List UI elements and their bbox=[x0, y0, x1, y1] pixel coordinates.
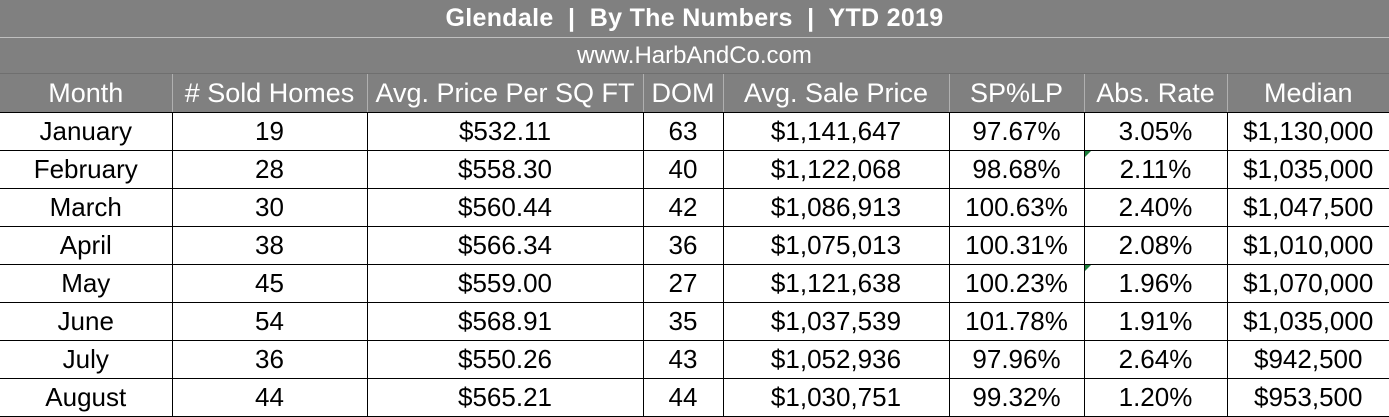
cell-abs-rate[interactable]: 2.11% bbox=[1083, 150, 1228, 189]
cell-sp-lp[interactable]: 98.68% bbox=[948, 150, 1085, 189]
cell-abs-rate[interactable]: 1.20% bbox=[1083, 378, 1228, 417]
cell-sold-homes[interactable]: 54 bbox=[171, 302, 368, 341]
cell-median[interactable]: $1,130,000 bbox=[1226, 112, 1389, 151]
cell-abs-rate[interactable]: 2.64% bbox=[1083, 340, 1228, 379]
cell-abs-rate[interactable]: 2.08% bbox=[1083, 226, 1228, 265]
cell-sp-lp[interactable]: 97.96% bbox=[948, 340, 1085, 379]
cell-price-per-sqft[interactable]: $565.21 bbox=[366, 378, 644, 417]
report-title: Glendale | By The Numbers | YTD 2019 bbox=[0, 0, 1389, 38]
cell-price-per-sqft[interactable]: $560.44 bbox=[366, 188, 644, 227]
cell-abs-rate[interactable]: 2.40% bbox=[1083, 188, 1228, 227]
cell-dom[interactable]: 42 bbox=[642, 188, 724, 227]
cell-median[interactable]: $942,500 bbox=[1226, 340, 1389, 379]
cell-median[interactable]: $1,047,500 bbox=[1226, 188, 1389, 227]
cell-month[interactable]: April bbox=[0, 226, 173, 265]
cell-abs-rate[interactable]: 3.05% bbox=[1083, 112, 1228, 151]
cell-sold-homes[interactable]: 38 bbox=[171, 226, 368, 265]
cell-avg-sale-price[interactable]: $1,121,638 bbox=[722, 264, 950, 303]
column-header-month: Month bbox=[0, 74, 173, 113]
column-header-abs-rate: Abs. Rate bbox=[1083, 74, 1228, 113]
cell-avg-sale-price[interactable]: $1,030,751 bbox=[722, 378, 950, 417]
stats-table: Month # Sold Homes Avg. Price Per SQ FT … bbox=[0, 74, 1389, 417]
cell-sp-lp[interactable]: 97.67% bbox=[948, 112, 1085, 151]
cell-month[interactable]: August bbox=[0, 378, 173, 417]
cell-sp-lp[interactable]: 100.31% bbox=[948, 226, 1085, 265]
column-header-dom: DOM bbox=[642, 74, 724, 113]
column-header-sold-homes: # Sold Homes bbox=[171, 74, 368, 113]
cell-avg-sale-price[interactable]: $1,037,539 bbox=[722, 302, 950, 341]
table-row: January 19 $532.11 63 $1,141,647 97.67% … bbox=[0, 112, 1389, 151]
cell-avg-sale-price[interactable]: $1,075,013 bbox=[722, 226, 950, 265]
cell-price-per-sqft[interactable]: $559.00 bbox=[366, 264, 644, 303]
cell-sold-homes[interactable]: 19 bbox=[171, 112, 368, 151]
cell-dom[interactable]: 35 bbox=[642, 302, 724, 341]
column-header-price-per-sqft: Avg. Price Per SQ FT bbox=[366, 74, 644, 113]
header-row: Month # Sold Homes Avg. Price Per SQ FT … bbox=[0, 74, 1389, 113]
cell-sold-homes[interactable]: 28 bbox=[171, 150, 368, 189]
cell-month[interactable]: July bbox=[0, 340, 173, 379]
cell-price-per-sqft[interactable]: $566.34 bbox=[366, 226, 644, 265]
cell-price-per-sqft[interactable]: $568.91 bbox=[366, 302, 644, 341]
website-banner: www.HarbAndCo.com bbox=[0, 38, 1389, 74]
cell-dom[interactable]: 36 bbox=[642, 226, 724, 265]
cell-dom[interactable]: 44 bbox=[642, 378, 724, 417]
cell-price-per-sqft[interactable]: $550.26 bbox=[366, 340, 644, 379]
cell-dom[interactable]: 43 bbox=[642, 340, 724, 379]
column-header-sp-lp: SP%LP bbox=[948, 74, 1085, 113]
cell-median[interactable]: $1,010,000 bbox=[1226, 226, 1389, 265]
table-row: April 38 $566.34 36 $1,075,013 100.31% 2… bbox=[0, 226, 1389, 265]
cell-abs-rate[interactable]: 1.91% bbox=[1083, 302, 1228, 341]
cell-month[interactable]: January bbox=[0, 112, 173, 151]
cell-sp-lp[interactable]: 100.63% bbox=[948, 188, 1085, 227]
cell-dom[interactable]: 27 bbox=[642, 264, 724, 303]
cell-avg-sale-price[interactable]: $1,141,647 bbox=[722, 112, 950, 151]
table-row: May 45 $559.00 27 $1,121,638 100.23% 1.9… bbox=[0, 264, 1389, 303]
cell-month[interactable]: February bbox=[0, 150, 173, 189]
cell-avg-sale-price[interactable]: $1,086,913 bbox=[722, 188, 950, 227]
table-row: February 28 $558.30 40 $1,122,068 98.68%… bbox=[0, 150, 1389, 189]
table-row: August 44 $565.21 44 $1,030,751 99.32% 1… bbox=[0, 378, 1389, 417]
column-header-avg-sale-price: Avg. Sale Price bbox=[722, 74, 950, 113]
cell-sold-homes[interactable]: 44 bbox=[171, 378, 368, 417]
cell-avg-sale-price[interactable]: $1,122,068 bbox=[722, 150, 950, 189]
cell-median[interactable]: $1,035,000 bbox=[1226, 302, 1389, 341]
cell-price-per-sqft[interactable]: $532.11 bbox=[366, 112, 644, 151]
cell-median[interactable]: $1,070,000 bbox=[1226, 264, 1389, 303]
cell-avg-sale-price[interactable]: $1,052,936 bbox=[722, 340, 950, 379]
cell-month[interactable]: May bbox=[0, 264, 173, 303]
cell-sp-lp[interactable]: 101.78% bbox=[948, 302, 1085, 341]
cell-month[interactable]: June bbox=[0, 302, 173, 341]
cell-sold-homes[interactable]: 30 bbox=[171, 188, 368, 227]
cell-sp-lp[interactable]: 99.32% bbox=[948, 378, 1085, 417]
table-row: July 36 $550.26 43 $1,052,936 97.96% 2.6… bbox=[0, 340, 1389, 379]
cell-price-per-sqft[interactable]: $558.30 bbox=[366, 150, 644, 189]
cell-median[interactable]: $1,035,000 bbox=[1226, 150, 1389, 189]
cell-sold-homes[interactable]: 45 bbox=[171, 264, 368, 303]
cell-abs-rate[interactable]: 1.96% bbox=[1083, 264, 1228, 303]
cell-sold-homes[interactable]: 36 bbox=[171, 340, 368, 379]
cell-median[interactable]: $953,500 bbox=[1226, 378, 1389, 417]
cell-month[interactable]: March bbox=[0, 188, 173, 227]
table-row: March 30 $560.44 42 $1,086,913 100.63% 2… bbox=[0, 188, 1389, 227]
column-header-median: Median bbox=[1226, 74, 1389, 113]
cell-dom[interactable]: 63 bbox=[642, 112, 724, 151]
cell-dom[interactable]: 40 bbox=[642, 150, 724, 189]
table-row: June 54 $568.91 35 $1,037,539 101.78% 1.… bbox=[0, 302, 1389, 341]
cell-sp-lp[interactable]: 100.23% bbox=[948, 264, 1085, 303]
